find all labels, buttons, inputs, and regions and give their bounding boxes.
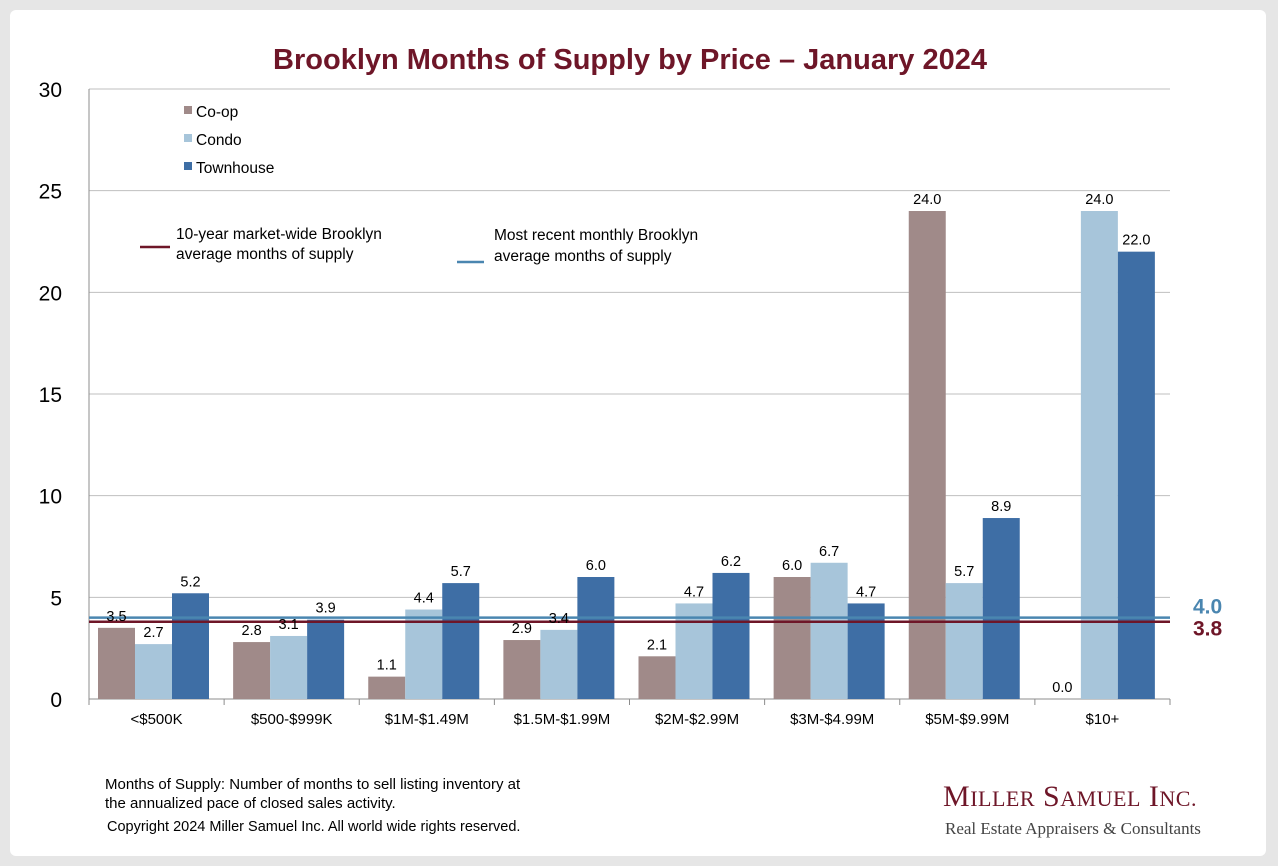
ten-year-average-label: 3.8 [1193, 618, 1223, 641]
x-tick-label: $2M-$2.99M [655, 711, 739, 728]
bar-coop [908, 211, 946, 699]
legend-label-condo: Condo [196, 132, 242, 149]
x-tick-label: $3M-$4.99M [790, 711, 874, 728]
footnote-line-2: the annualized pace of closed sales acti… [105, 795, 396, 812]
data-label-coop: 1.1 [377, 658, 397, 674]
legend-swatch-coop [184, 106, 192, 114]
data-label-townhouse: 8.9 [991, 499, 1011, 515]
data-label-townhouse: 3.9 [316, 601, 336, 617]
bar-townhouse [982, 518, 1020, 699]
legend-swatch-condo [184, 134, 192, 142]
copyright: Copyright 2024 Miller Samuel Inc. All wo… [107, 819, 521, 835]
bar-townhouse [577, 577, 615, 699]
data-label-townhouse: 4.7 [856, 584, 876, 600]
y-tick-label: 20 [39, 282, 62, 305]
data-label-condo: 6.7 [819, 544, 839, 560]
bar-townhouse [172, 593, 209, 699]
data-label-coop: 2.9 [512, 621, 532, 637]
data-label-townhouse: 5.2 [180, 574, 200, 590]
bar-condo [1080, 211, 1118, 699]
bar-condo [270, 635, 308, 699]
bar-chart: 0 5 10 15 20 25 30 3.84.0 <$500K 3.5 2.7 5.2 $500-… [39, 79, 1223, 728]
data-label-condo: 3.1 [279, 617, 299, 633]
bar-townhouse [1117, 251, 1155, 699]
bar-townhouse [712, 572, 750, 699]
bar-condo [945, 583, 983, 699]
data-label-coop: 2.8 [242, 623, 262, 639]
bar-condo [135, 644, 172, 699]
bar-condo [405, 609, 443, 699]
chart-frame: Brooklyn Months of Supply by Price – Jan… [10, 10, 1266, 856]
x-tick-label: $10+ [1086, 711, 1120, 728]
data-label-condo: 2.7 [143, 625, 163, 641]
y-tick-label: 30 [39, 79, 62, 102]
bar-condo [810, 562, 848, 699]
bar-coop [233, 642, 271, 699]
legend-label-ten-year-2: average months of supply [176, 246, 354, 263]
x-tick-label: $1M-$1.49M [385, 711, 469, 728]
data-label-coop: 0.0 [1052, 680, 1072, 696]
data-label-coop: 2.1 [647, 637, 667, 653]
y-tick-label: 10 [39, 486, 62, 509]
bar-coop [638, 656, 676, 699]
bar-coop [503, 640, 541, 699]
data-label-condo: 4.4 [414, 591, 434, 607]
legend-label-townhouse: Townhouse [196, 160, 274, 177]
data-label-townhouse: 5.7 [451, 564, 471, 580]
data-label-townhouse: 22.0 [1122, 233, 1150, 249]
legend-label-coop: Co-op [196, 104, 238, 121]
data-label-condo: 24.0 [1085, 192, 1113, 208]
recent-average-label: 4.0 [1193, 596, 1222, 619]
legend-label-recent-1: Most recent monthly Brooklyn [494, 227, 698, 244]
bar-condo [675, 603, 713, 699]
bar-townhouse [307, 619, 345, 699]
y-tick-label: 0 [50, 689, 62, 712]
footnote-line-1: Months of Supply: Number of months to se… [105, 776, 521, 793]
bar-townhouse [442, 583, 480, 699]
company-logo-name: MILLER SAMUEL INC. [943, 780, 1197, 813]
legend-label-ten-year-1: 10-year market-wide Brooklyn [176, 226, 382, 243]
y-tick-label: 15 [39, 384, 62, 407]
data-label-coop: 3.5 [106, 609, 126, 625]
y-tick-label: 5 [50, 587, 62, 610]
bar-coop [773, 577, 811, 699]
chart-title: Brooklyn Months of Supply by Price – Jan… [273, 44, 987, 76]
x-tick-label: $1.5M-$1.99M [514, 711, 611, 728]
data-label-coop: 6.0 [782, 558, 802, 574]
data-label-condo: 5.7 [954, 564, 974, 580]
data-label-townhouse: 6.2 [721, 554, 741, 570]
company-logo-tagline: Real Estate Appraisers & Consultants [945, 819, 1201, 838]
bar-condo [540, 629, 578, 699]
bar-coop [98, 627, 135, 699]
legend-label-recent-2: average months of supply [494, 248, 672, 265]
footnote: Months of Supply: Number of months to se… [105, 775, 520, 813]
legend-swatch-townhouse [184, 162, 192, 170]
x-tick-label: <$500K [130, 711, 182, 728]
bar-coop [368, 676, 406, 699]
bar-townhouse [847, 603, 885, 699]
data-label-condo: 3.4 [549, 611, 569, 627]
data-label-coop: 24.0 [913, 192, 941, 208]
x-tick-label: $500-$999K [251, 711, 333, 728]
x-tick-label: $5M-$9.99M [925, 711, 1009, 728]
data-label-condo: 4.7 [684, 584, 704, 600]
y-tick-label: 25 [39, 181, 62, 204]
data-label-townhouse: 6.0 [586, 558, 606, 574]
